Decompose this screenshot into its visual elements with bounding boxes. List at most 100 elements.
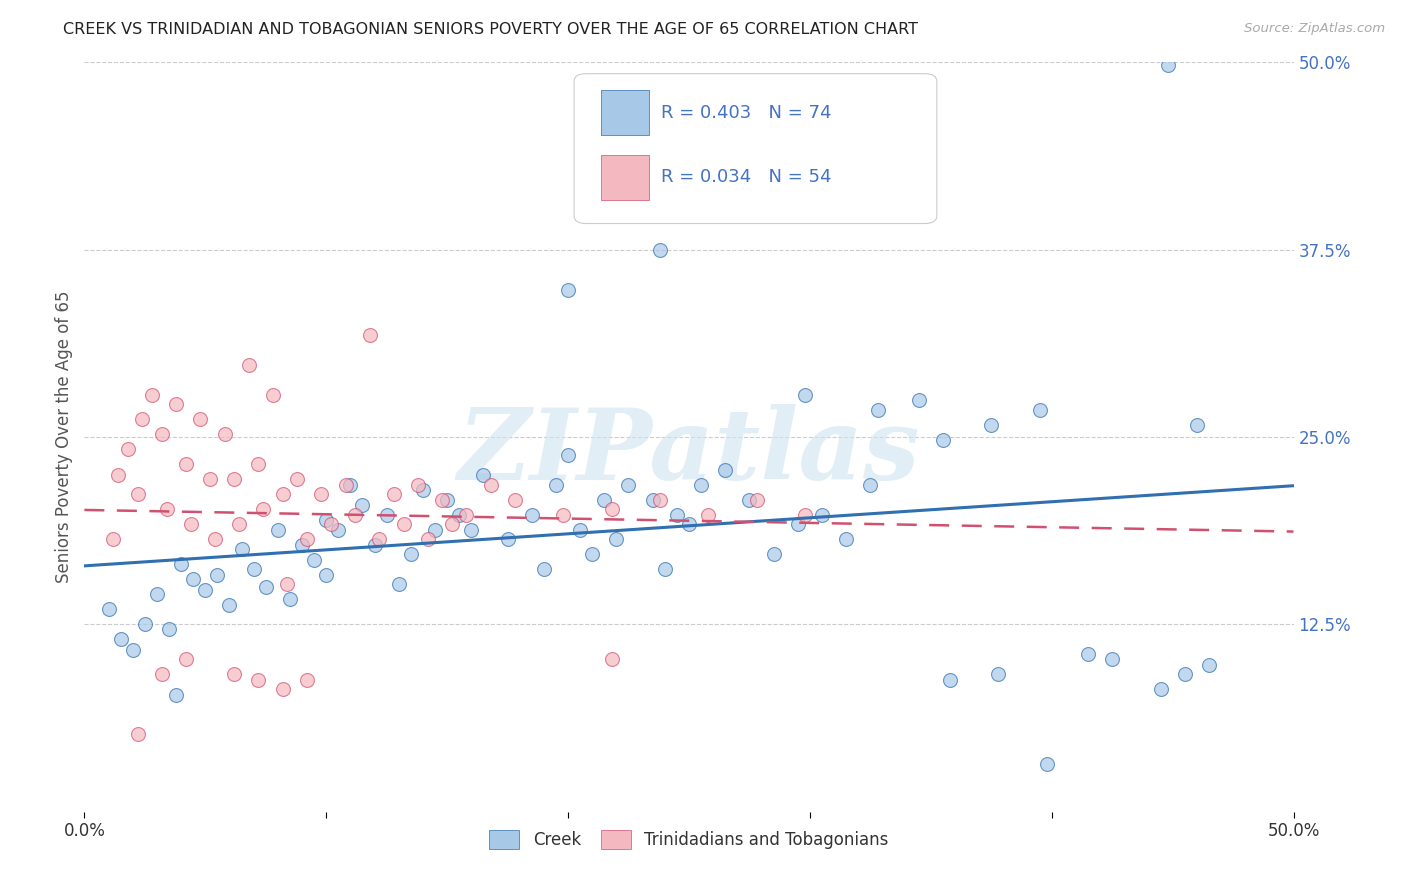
Point (271, 487, 294, 501)
FancyBboxPatch shape (600, 90, 650, 135)
Point (247, 673, 270, 687)
Point (456, 508, 478, 522)
Point (432, 493, 454, 508)
Point (117, 442, 139, 456)
Point (311, 487, 333, 501)
Point (697, 508, 720, 522)
Point (315, 512, 337, 526)
FancyBboxPatch shape (600, 154, 650, 200)
Point (224, 666, 246, 681)
Point (254, 580, 277, 594)
Point (987, 666, 1010, 681)
Point (121, 643, 143, 657)
Point (1185, 418, 1208, 433)
Point (295, 532, 318, 546)
Point (198, 472, 221, 486)
Point (533, 562, 555, 576)
Point (194, 582, 217, 597)
Text: Source: ZipAtlas.com: Source: ZipAtlas.com (1244, 22, 1385, 36)
Point (228, 516, 250, 531)
Point (97, 602, 120, 616)
Point (107, 467, 129, 482)
Point (794, 388, 817, 402)
Point (278, 591, 301, 606)
Point (174, 457, 197, 471)
Point (295, 673, 318, 687)
Point (479, 478, 502, 492)
Point (238, 358, 260, 372)
Point (359, 328, 381, 343)
Point (786, 516, 808, 531)
Point (146, 587, 169, 601)
Point (328, 523, 350, 537)
Point (174, 652, 197, 666)
Text: CREEK VS TRINIDADIAN AND TOBAGONIAN SENIORS POVERTY OVER THE AGE OF 65 CORRELATI: CREEK VS TRINIDADIAN AND TOBAGONIAN SENI… (63, 22, 918, 37)
Point (423, 523, 446, 537)
Point (472, 467, 495, 482)
Point (165, 688, 187, 702)
Point (648, 243, 671, 257)
Y-axis label: Seniors Poverty Over the Age of 65: Seniors Poverty Over the Age of 65 (55, 291, 73, 583)
Point (557, 283, 579, 297)
Point (127, 727, 149, 741)
Legend: Creek, Trinidadians and Tobagonians: Creek, Trinidadians and Tobagonians (482, 823, 896, 855)
Point (690, 478, 713, 492)
Point (141, 388, 163, 402)
Point (382, 487, 405, 501)
Point (1036, 756, 1059, 771)
Point (1077, 648, 1099, 662)
Point (190, 412, 212, 426)
Point (907, 392, 929, 407)
Point (335, 478, 357, 492)
Point (1157, 58, 1180, 72)
Point (569, 523, 592, 537)
Point (1198, 657, 1220, 672)
Point (392, 516, 415, 531)
Point (641, 493, 664, 508)
Point (794, 508, 817, 522)
Point (242, 562, 264, 576)
Point (170, 558, 193, 572)
Point (214, 427, 236, 442)
Point (436, 493, 458, 508)
Point (262, 388, 284, 402)
Point (553, 508, 575, 522)
Point (714, 463, 737, 477)
Text: R = 0.034   N = 54: R = 0.034 N = 54 (661, 168, 831, 186)
Point (440, 516, 463, 531)
Point (285, 472, 308, 486)
Point (291, 538, 314, 552)
Point (134, 617, 156, 632)
Point (460, 523, 482, 537)
Point (654, 562, 676, 576)
Point (738, 493, 761, 508)
Point (319, 516, 342, 531)
FancyBboxPatch shape (574, 74, 936, 224)
Point (363, 538, 385, 552)
Point (388, 577, 411, 591)
Point (271, 681, 294, 696)
Point (600, 502, 623, 516)
Point (416, 532, 439, 546)
Point (231, 542, 253, 557)
Point (204, 532, 226, 546)
Point (165, 397, 187, 411)
Point (157, 622, 180, 636)
Point (339, 478, 361, 492)
Point (110, 632, 132, 647)
Point (150, 427, 173, 442)
Point (866, 403, 889, 417)
Point (648, 493, 671, 508)
Point (406, 478, 429, 492)
Point (276, 577, 298, 591)
Point (368, 532, 391, 546)
Point (103, 532, 125, 546)
Point (557, 448, 579, 462)
Point (412, 483, 434, 497)
Point (605, 532, 627, 546)
Point (581, 547, 603, 561)
Point (131, 412, 153, 426)
Point (859, 478, 882, 492)
Point (224, 472, 246, 486)
Point (617, 478, 640, 492)
